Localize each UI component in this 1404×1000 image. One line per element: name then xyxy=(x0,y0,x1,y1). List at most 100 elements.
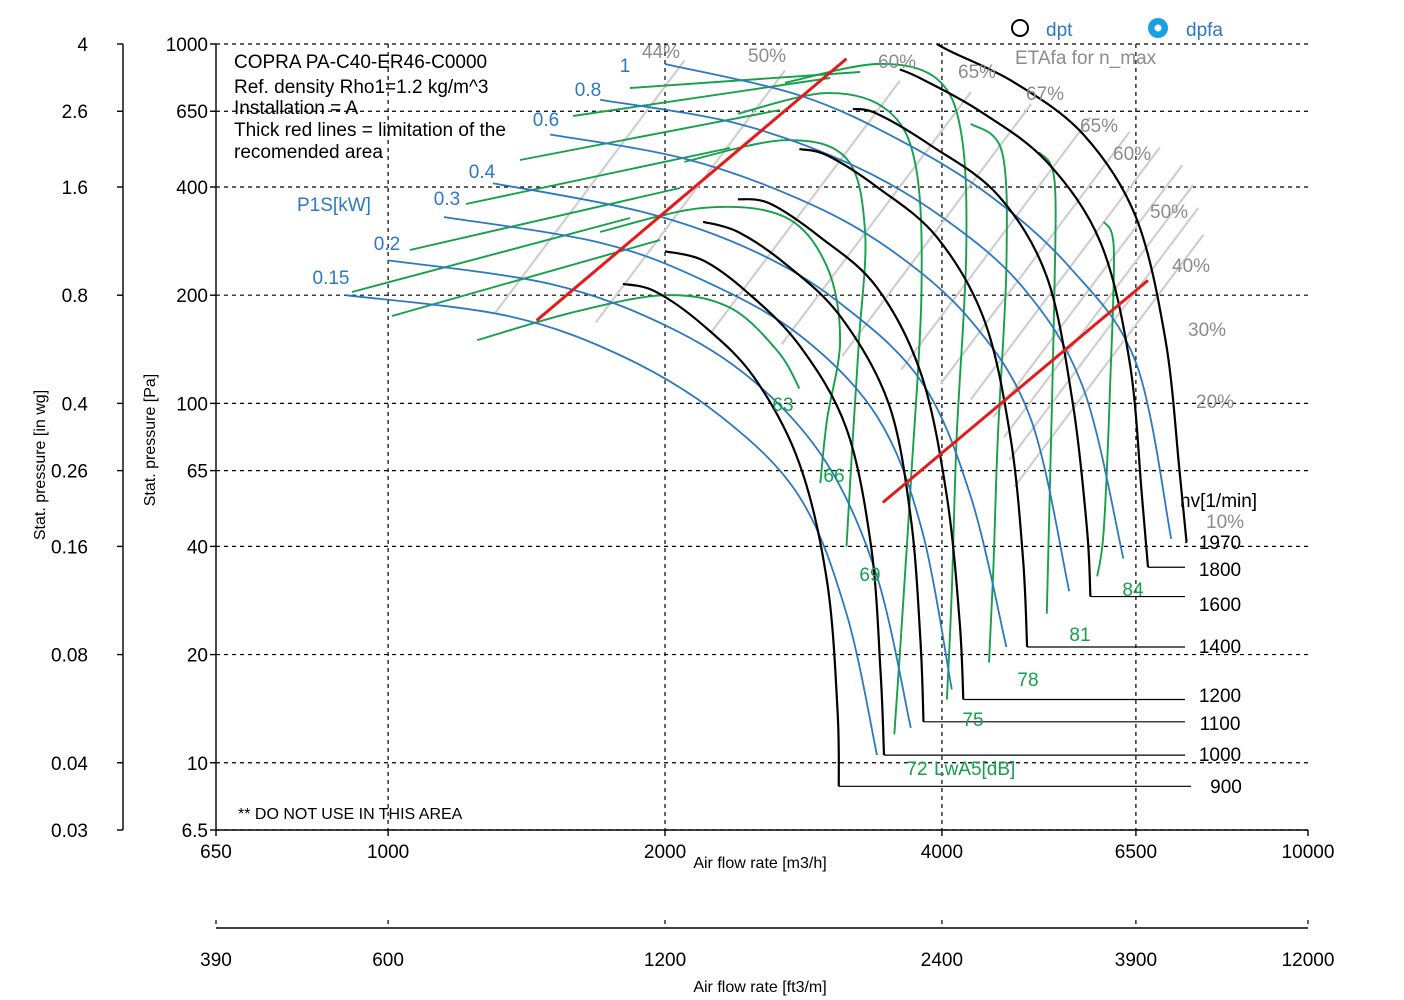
power-label-0.2: 0.2 xyxy=(374,234,400,255)
speed-label-1400: 1400 xyxy=(1199,637,1241,658)
y-tick-inwg-label-4: 4 xyxy=(77,35,88,56)
noise-title: LwA5[dB] xyxy=(934,759,1015,780)
noise-curves xyxy=(351,62,1116,735)
noise-hatch-4 xyxy=(519,109,781,161)
x-tick-ft3-label-390: 390 xyxy=(200,950,232,971)
noise-hatch-1 xyxy=(351,217,631,293)
efficiency-line-2 xyxy=(709,80,901,334)
speed-label-1100: 1100 xyxy=(1200,714,1241,735)
x-tick-label-650: 650 xyxy=(200,842,232,863)
y-tick-inwg-label-0.8: 0.8 xyxy=(62,286,88,307)
noise-label-69: 69 xyxy=(859,565,880,586)
power-label-0.8: 0.8 xyxy=(575,80,601,101)
noise-curve-69 xyxy=(684,139,867,547)
speed-label-1600: 1600 xyxy=(1199,595,1241,616)
noise-hatch-3 xyxy=(465,147,731,205)
efficiency-label-10: 20% xyxy=(1196,392,1234,413)
speed-label-1800: 1800 xyxy=(1199,560,1241,581)
noise-label-66: 66 xyxy=(823,466,844,487)
speed-curve-1000 xyxy=(664,250,886,756)
efficiency-label-7: 50% xyxy=(1150,202,1188,223)
note-density: Ref. density Rho1=1.2 kg/m^3 xyxy=(234,77,488,98)
speed-curve-900 xyxy=(622,282,840,787)
efficiency-label-1: 50% xyxy=(748,46,786,67)
limit-line-low xyxy=(535,57,848,322)
y-tick-label-65: 65 xyxy=(187,462,208,483)
noise-curve-63 xyxy=(476,294,801,389)
x-tick-label-10000: 10000 xyxy=(1282,842,1335,863)
efficiency-label-3: 65% xyxy=(958,62,996,83)
efficiency-line-5 xyxy=(900,116,1092,371)
x-tick-label-4000: 4000 xyxy=(921,842,963,863)
note-red-lines-1: Thick red lines = limitation of the xyxy=(234,120,506,141)
noise-curve-72 xyxy=(737,92,923,735)
speed-label-900: 900 xyxy=(1210,777,1242,798)
y-axis-label-inwg: Stat. pressure [in wg] xyxy=(32,390,49,540)
axes-layer xyxy=(117,43,1309,929)
noise-curve-66 xyxy=(599,205,842,484)
noise-label-78: 78 xyxy=(1017,670,1038,691)
x-tick-label-2000: 2000 xyxy=(644,842,686,863)
y-tick-inwg-label-0.4: 0.4 xyxy=(62,394,89,415)
power-label-0.3: 0.3 xyxy=(434,189,460,210)
efficiency-label-8: 40% xyxy=(1172,256,1210,277)
noise-label-72: 72 xyxy=(906,759,927,780)
y-tick-inwg-label-2.6: 2.6 xyxy=(62,102,88,123)
power-curve-0.6 xyxy=(549,133,1071,592)
speed-title: nv[1/min] xyxy=(1180,491,1257,512)
y-tick-label-100: 100 xyxy=(176,394,208,415)
power-label-0.15: 0.15 xyxy=(313,268,350,289)
y-tick-label-200: 200 xyxy=(176,286,208,307)
limit-lines xyxy=(535,57,1149,504)
legend-dpfa-dot xyxy=(1154,24,1162,32)
y-tick-inwg-label-0.26: 0.26 xyxy=(51,462,88,483)
speed-label-1000: 1000 xyxy=(1199,745,1241,766)
speed-label-1200: 1200 xyxy=(1199,686,1241,707)
speed-curve-1200 xyxy=(737,198,965,700)
y-tick-label-10: 10 xyxy=(187,754,208,775)
x-tick-label-1000: 1000 xyxy=(367,842,409,863)
efficiency-line-11 xyxy=(1013,233,1205,488)
note-installation: Installation = A xyxy=(234,98,358,119)
power-label-0.4: 0.4 xyxy=(469,162,496,183)
y-tick-inwg-label-1.6: 1.6 xyxy=(62,178,88,199)
efficiency-label-4: 67% xyxy=(1026,84,1064,105)
efficiency-line-1 xyxy=(595,69,786,323)
speed-curve-1600 xyxy=(852,107,1092,597)
x-tick-ft3-label-2400: 2400 xyxy=(921,950,963,971)
labels-layer: 1000 4 650 2.6 400 1.6 200 0.8 100 0.4 65 0.26 40 0.1… xyxy=(51,35,1334,971)
limit-line-high xyxy=(881,279,1149,504)
power-curves xyxy=(345,63,1173,756)
chart-title: COPRA PA-C40-ER46-C0000 xyxy=(234,52,487,73)
noise-label-75: 75 xyxy=(962,710,983,731)
efficiency-label-9: 30% xyxy=(1188,320,1226,341)
power-curve-0.4 xyxy=(492,182,1008,648)
efficiency-line-0 xyxy=(494,59,686,314)
speed-curve-1400 xyxy=(799,148,1029,648)
y-tick-inwg-label-0.16: 0.16 xyxy=(51,537,88,558)
noise-curve-78 xyxy=(970,122,1008,663)
efficiency-label-6: 60% xyxy=(1113,144,1151,165)
efficiency-line-4 xyxy=(841,103,1032,357)
efficiency-line-10 xyxy=(1008,207,1200,461)
legend-dpt-marker xyxy=(1011,19,1029,37)
x-tick-ft3-label-12000: 12000 xyxy=(1282,950,1335,971)
noise-label-81: 81 xyxy=(1069,625,1090,646)
noise-label-84: 84 xyxy=(1122,580,1144,601)
speed-curves xyxy=(622,43,1191,787)
speed-curve-1100 xyxy=(702,220,925,722)
x-tick-label-6500: 6500 xyxy=(1115,842,1157,863)
noise-hatch-5 xyxy=(572,77,831,117)
x-axis-label: Air flow rate [m3/h] xyxy=(693,855,826,872)
power-curve-0.2 xyxy=(387,259,912,729)
power-curve-0.3 xyxy=(443,216,953,690)
y-tick-inwg-label-0.08: 0.08 xyxy=(51,646,88,667)
noise-hatch-2 xyxy=(409,187,681,251)
y-axis-label-pa: Stat. pressure [Pa] xyxy=(142,374,159,507)
y-tick-label-20: 20 xyxy=(187,646,208,667)
x-axis-label-ft3: Air flow rate [ft3/m] xyxy=(693,979,826,996)
y-tick-label-400: 400 xyxy=(176,178,208,199)
efficiency-label-2: 60% xyxy=(878,52,916,73)
